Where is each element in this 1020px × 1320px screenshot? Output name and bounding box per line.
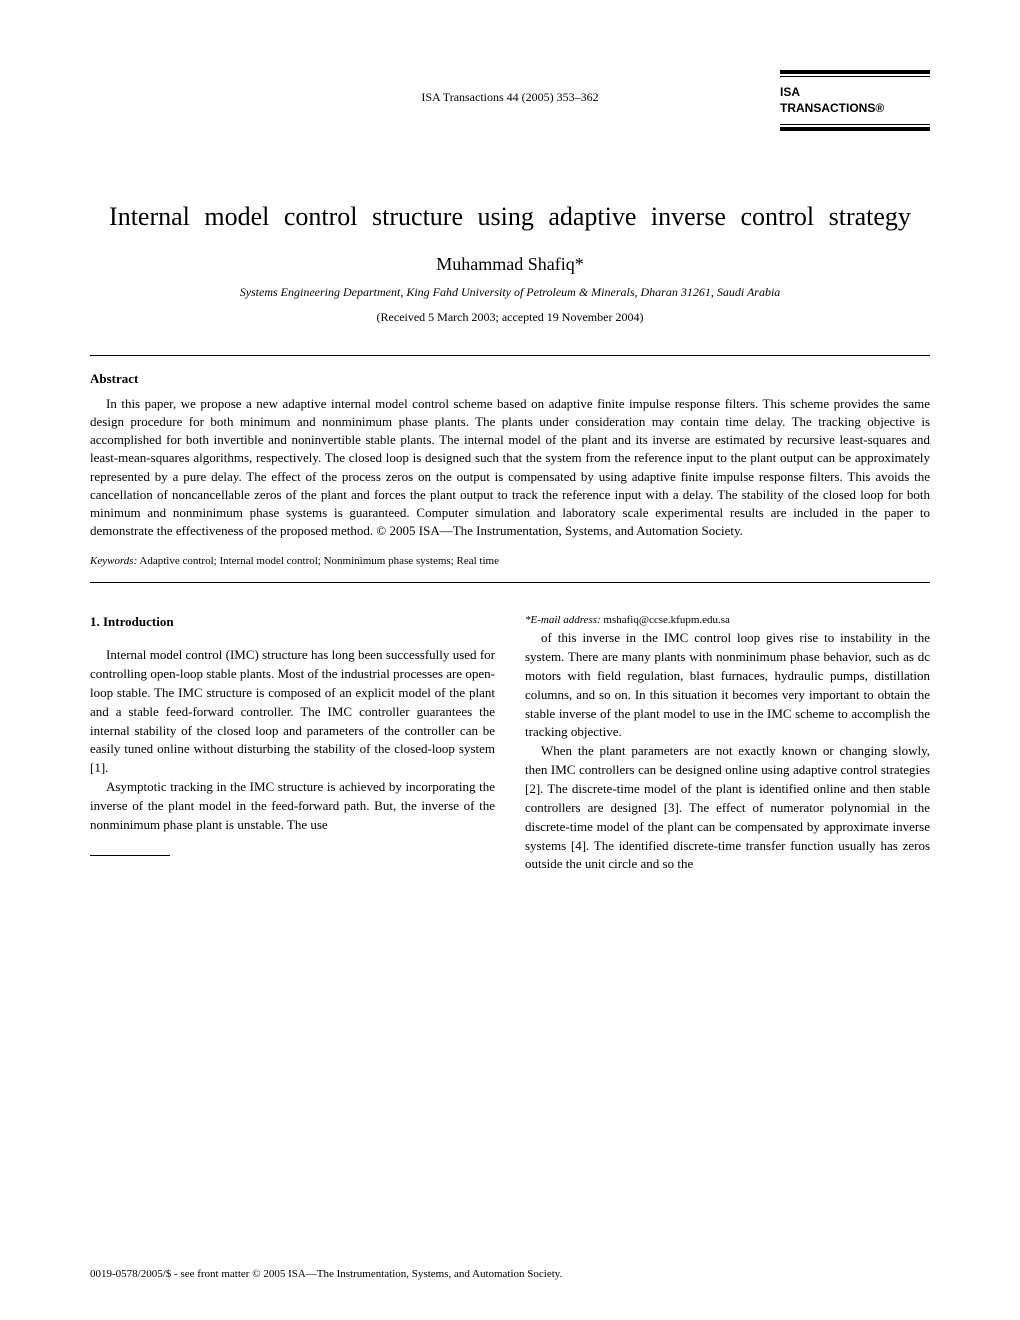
paper-title: Internal model control structure using a… (90, 200, 930, 234)
body-paragraph: Internal model control (IMC) structure h… (90, 646, 495, 778)
two-column-layout: 1. Introduction Internal model control (… (90, 613, 930, 874)
author-affiliation: Systems Engineering Department, King Fah… (90, 285, 930, 300)
journal-title-box: ISA TRANSACTIONS® (780, 70, 930, 131)
footnote-text: mshafiq@ccse.kfupm.edu.sa (601, 614, 730, 626)
footnote-label: *E-mail address: (525, 614, 601, 626)
body-paragraph: of this inverse in the IMC control loop … (525, 629, 930, 742)
abstract-text: In this paper, we propose a new adaptive… (90, 395, 930, 541)
footnote: *E-mail address: mshafiq@ccse.kfupm.edu.… (525, 613, 930, 629)
keywords-label: Keywords: (90, 555, 137, 567)
journal-name-line2: TRANSACTIONS® (780, 101, 930, 117)
submission-dates: (Received 5 March 2003; accepted 19 Nove… (90, 310, 930, 325)
copyright-line: 0019-0578/2005/$ - see front matter © 20… (90, 1268, 930, 1280)
section-heading: 1. Introduction (90, 613, 495, 632)
body-paragraph: When the plant parameters are not exactl… (525, 742, 930, 874)
body-section: 1. Introduction Internal model control (… (90, 613, 930, 874)
keywords-text: Adaptive control; Internal model control… (137, 555, 499, 567)
body-paragraph: Asymptotic tracking in the IMC structure… (90, 778, 495, 835)
divider-line (90, 355, 930, 356)
keywords-line: Keywords: Adaptive control; Internal mod… (90, 555, 930, 567)
divider-line (90, 582, 930, 583)
footnote-separator (90, 855, 170, 856)
journal-name-line1: ISA (780, 85, 930, 101)
abstract-section: Abstract In this paper, we propose a new… (90, 371, 930, 541)
header-area: ISA Transactions 44 (2005) 353–362 ISA T… (90, 70, 930, 160)
author-name: Muhammad Shafiq* (90, 254, 930, 275)
abstract-heading: Abstract (90, 371, 930, 387)
